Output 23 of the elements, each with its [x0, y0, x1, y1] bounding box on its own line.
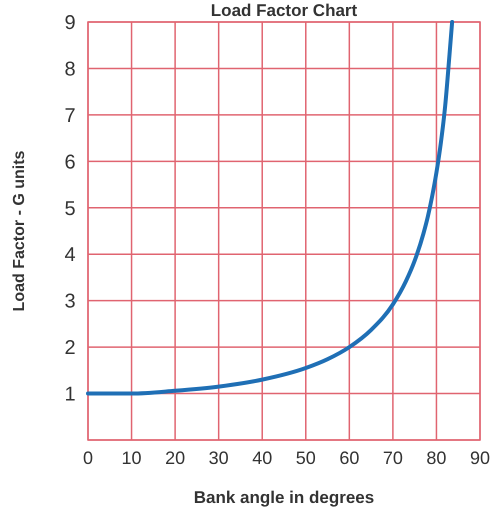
y-tick-label: 3 [64, 290, 76, 313]
x-tick-label: 70 [382, 448, 403, 468]
x-tick-label: 40 [252, 448, 272, 468]
y-axis-title: Load Factor - G units [11, 150, 28, 312]
chart-title: Load Factor Chart [210, 1, 358, 20]
line-series [86, 20, 454, 396]
x-tick-label: 20 [165, 448, 186, 468]
y-tick-label: 2 [64, 337, 76, 360]
y-tick-label: 4 [64, 244, 76, 266]
x-tick-label: 0 [82, 448, 94, 468]
x-tick-label: 90 [470, 448, 490, 468]
y-tick-label: 1 [64, 384, 76, 406]
y-tick-label: 9 [64, 12, 76, 34]
x-axis-title: Bank angle in degrees [194, 488, 374, 507]
y-tick-label: 8 [64, 58, 76, 80]
y-tick-label: 7 [64, 104, 76, 127]
x-tick-label: 30 [208, 448, 229, 468]
x-tick-label: 10 [122, 448, 142, 468]
x-tick-label: 60 [339, 448, 360, 468]
x-tick-label: 80 [426, 448, 446, 468]
y-tick-label: 6 [64, 151, 76, 174]
x-tick-label: 50 [296, 448, 316, 468]
y-tick-label: 5 [64, 198, 76, 220]
